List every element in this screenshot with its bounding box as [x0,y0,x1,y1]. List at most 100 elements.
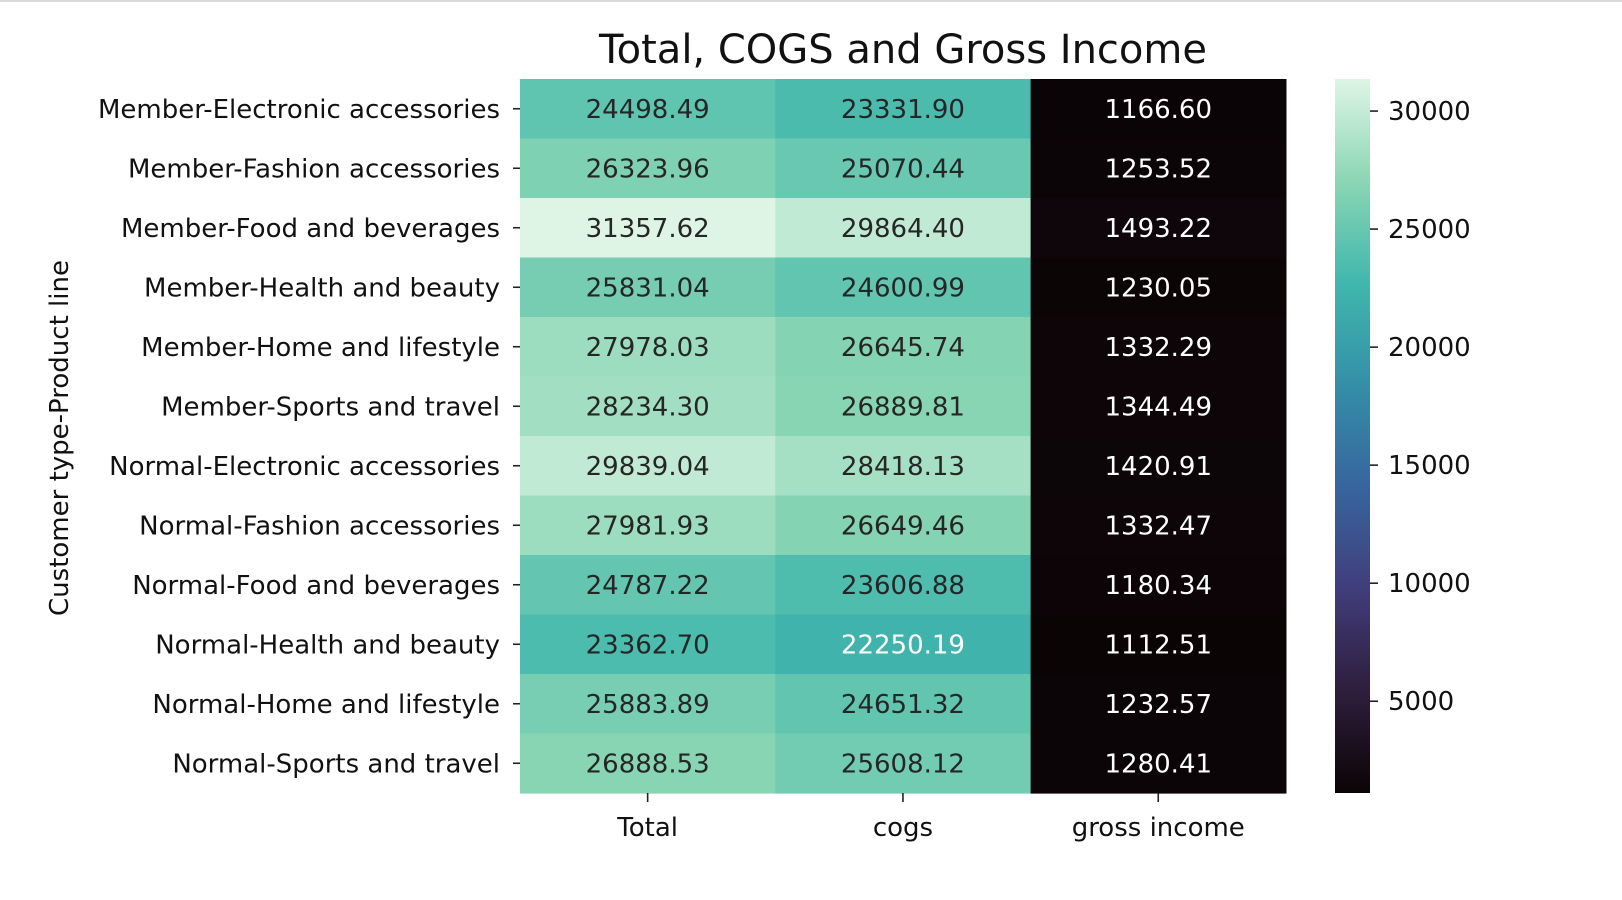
cell-value-label: 24787.22 [586,571,710,601]
cell-value-label: 23331.90 [841,95,965,125]
heatmap-cell [775,495,1032,556]
heatmap-cell [775,198,1032,259]
heatmap-cell [520,138,776,199]
cell-value-label: 27978.03 [586,333,710,363]
cell-value-label: 25883.89 [586,690,710,720]
cell-value-label: 28418.13 [841,452,965,482]
heatmap-cell [1030,733,1287,794]
heatmap-cell [520,555,776,616]
column-label: Total [616,813,678,843]
heatmap-cell [1030,614,1287,675]
cell-value-label: 28234.30 [586,392,710,422]
y-axis-label: Customer type-Product line [45,260,75,616]
cell-value-label: 1112.51 [1104,630,1212,660]
heatmap-cell [520,733,776,794]
chart-title: Total, COGS and Gross Income [598,27,1207,73]
column-labels: Total cogs gross income [616,793,1245,843]
row-label: Normal-Fashion accessories [139,511,500,541]
cell-value-label: 26889.81 [841,392,965,422]
heatmap-cell [775,555,1032,616]
cell-value-label: 22250.19 [841,630,965,660]
top-border-line [0,0,1622,2]
heatmap-cell [1030,436,1287,497]
heatmap-cell [775,317,1032,378]
row-label: Normal-Electronic accessories [109,452,500,482]
heatmap-cell [775,436,1032,497]
heatmap-cell [775,257,1032,318]
heatmap-cells: 24498.49 23331.90 1166.60 26323.96 25070.44 1… [520,79,1287,794]
heatmap-cell [775,614,1032,675]
cell-value-label: 1230.05 [1104,273,1212,303]
heatmap-cell [1030,674,1287,735]
cell-value-label: 29864.40 [841,214,965,244]
cell-value-label: 24600.99 [841,273,965,303]
heatmap-cell [1030,138,1287,199]
cell-value-label: 26888.53 [586,749,710,779]
cell-value-label: 23362.70 [586,630,710,660]
colorbar-tick-label: 25000 [1388,215,1471,245]
cell-value-label: 26645.74 [841,333,965,363]
cell-value-label: 1332.29 [1104,333,1212,363]
row-label: Normal-Home and lifestyle [152,690,500,720]
cell-value-label: 25831.04 [586,273,710,303]
heatmap-cell [775,733,1032,794]
cell-value-label: 1253.52 [1104,154,1212,184]
heatmap-cell [775,79,1032,140]
cell-value-label: 1166.60 [1104,95,1212,125]
cell-value-label: 31357.62 [586,214,710,244]
colorbar-gradient [1335,79,1370,793]
colorbar-tick-label: 10000 [1388,569,1471,599]
cell-value-label: 29839.04 [586,452,710,482]
cell-value-label: 25070.44 [841,154,965,184]
cell-value-label: 25608.12 [841,749,965,779]
heatmap-cell [1030,495,1287,556]
heatmap-cell [775,376,1032,437]
row-label: Member-Food and beverages [121,214,500,244]
row-label: Member-Sports and travel [161,392,500,422]
row-labels: Member-Electronic accessories Member-Fash… [98,95,520,779]
row-label: Normal-Health and beauty [155,630,500,660]
heatmap-cell [520,79,776,140]
heatmap-cell [520,436,776,497]
heatmap-cell [520,317,776,378]
heatmap-cell [1030,317,1287,378]
colorbar-tick-label: 30000 [1388,97,1471,127]
cell-value-label: 1332.47 [1104,511,1212,541]
cell-value-label: 26323.96 [586,154,710,184]
row-label: Member-Fashion accessories [128,154,500,184]
column-label: cogs [873,813,933,843]
heatmap-cell [1030,555,1287,616]
heatmap-cell [520,674,776,735]
heatmap-cell [775,674,1032,735]
cell-value-label: 26649.46 [841,511,965,541]
heatmap-cell [1030,376,1287,437]
row-label: Member-Electronic accessories [98,95,500,125]
heatmap-cell [520,198,776,259]
row-label: Normal-Food and beverages [132,571,500,601]
cell-value-label: 1180.34 [1104,571,1212,601]
cell-value-label: 1344.49 [1104,392,1212,422]
heatmap-cell [775,138,1032,199]
heatmap-cell [520,495,776,556]
heatmap-cell [520,257,776,318]
cell-value-label: 24651.32 [841,690,965,720]
cell-value-label: 1420.91 [1104,452,1212,482]
cell-value-label: 1280.41 [1104,749,1212,779]
row-label: Normal-Sports and travel [172,749,500,779]
cell-value-label: 23606.88 [841,571,965,601]
colorbar-tick-label: 5000 [1388,687,1454,717]
colorbar: 5000 10000 15000 20000 25000 30000 [1335,79,1471,793]
cell-value-label: 1232.57 [1104,690,1212,720]
cell-value-label: 1493.22 [1104,214,1212,244]
heatmap-cell [1030,79,1287,140]
heatmap-cell [1030,198,1287,259]
heatmap-cell [520,614,776,675]
heatmap-cell [1030,257,1287,318]
row-label: Member-Home and lifestyle [141,333,500,363]
row-label: Member-Health and beauty [144,273,500,303]
colorbar-tick-label: 20000 [1388,333,1471,363]
column-label: gross income [1072,813,1245,843]
colorbar-tick-label: 15000 [1388,451,1471,481]
heatmap-cell [520,376,776,437]
